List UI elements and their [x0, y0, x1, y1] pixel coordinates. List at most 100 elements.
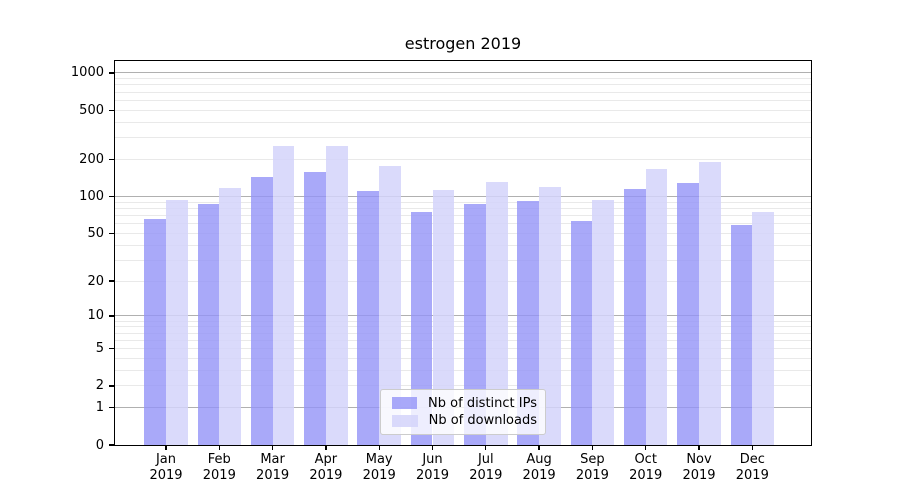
y-tick-mark — [109, 109, 115, 111]
gridline-minor — [115, 78, 811, 80]
bar-distinct-ips — [250, 176, 273, 445]
gridline-minor — [115, 84, 811, 86]
x-tick-label-line: 2019 — [469, 468, 503, 483]
bar-downloads — [699, 162, 721, 445]
x-tick-mark — [325, 445, 327, 450]
legend-swatch-distinct-ips — [392, 397, 418, 410]
legend-label-downloads: Nb of downloads — [428, 413, 537, 429]
x-tick-mark — [485, 445, 487, 450]
x-tick-label: Aug 2019 — [507, 452, 571, 484]
x-tick-label-line: 2019 — [415, 468, 450, 483]
y-tick-mark — [109, 72, 115, 74]
x-tick-label-line: Jun — [422, 452, 443, 467]
gridline-minor — [115, 259, 811, 261]
x-tick-label-line: Jul — [477, 452, 494, 467]
bar-distinct-ips — [197, 203, 220, 445]
x-tick-label-line: 2019 — [682, 468, 716, 483]
gridline-minor — [115, 158, 811, 160]
y-tick-mark — [109, 347, 115, 350]
x-tick-label-line: 2019 — [309, 468, 343, 483]
x-tick-mark — [378, 445, 380, 450]
gridline-minor — [115, 320, 811, 322]
gridline-minor — [115, 332, 811, 334]
x-tick-label: Jan 2019 — [134, 452, 198, 484]
x-tick-mark — [218, 445, 220, 450]
x-tick-label: Jun 2019 — [401, 452, 465, 484]
x-tick-label-line: Mar — [260, 452, 285, 467]
gridline-minor — [115, 137, 811, 139]
y-tick-mark — [109, 280, 115, 282]
bar-downloads — [219, 188, 242, 445]
gridline-minor — [115, 91, 811, 93]
y-tick-label: 1 — [95, 400, 104, 416]
bar-downloads — [592, 199, 615, 445]
gridline-minor — [115, 207, 811, 209]
x-tick-label-line: 2019 — [362, 468, 396, 483]
x-tick-mark — [165, 445, 167, 450]
bar-distinct-ips — [357, 190, 380, 445]
bar-downloads — [325, 146, 348, 445]
gridline-minor — [115, 348, 811, 349]
x-tick-label-line: 2019 — [256, 468, 290, 483]
gridline-minor — [115, 244, 811, 246]
bar-downloads — [166, 199, 188, 445]
gridline-minor — [115, 109, 811, 111]
x-tick-label-line: Aug — [526, 452, 552, 467]
bar-distinct-ips — [144, 219, 166, 445]
gridline-minor — [115, 369, 811, 371]
x-tick-label-line: Oct — [634, 452, 657, 467]
gridline-minor — [115, 121, 811, 123]
gridline-major — [115, 315, 811, 317]
x-tick-label-line: 2019 — [735, 468, 769, 483]
chart-title: estrogen 2019 — [404, 34, 522, 53]
x-tick-label: May 2019 — [347, 452, 411, 484]
bar-distinct-ips — [677, 183, 699, 445]
bar-downloads — [485, 182, 508, 445]
gridline-minor — [115, 223, 811, 225]
y-tick-mark — [109, 385, 115, 387]
x-tick-label-line: 2019 — [202, 468, 236, 483]
x-tick-mark — [645, 445, 647, 450]
gridline-minor — [115, 280, 811, 282]
x-tick-label: Dec 2019 — [720, 452, 784, 484]
y-tick-label: 500 — [79, 102, 104, 118]
x-tick-label-line: Apr — [314, 452, 338, 467]
legend-item-downloads: Nb of downloads — [389, 413, 537, 428]
x-tick-label-line: Sep — [580, 452, 605, 467]
y-tick-label: 10 — [87, 308, 104, 324]
x-tick-mark — [698, 445, 700, 450]
x-tick-label-line: 2019 — [522, 468, 556, 483]
x-tick-mark — [538, 445, 540, 450]
x-tick-label-line: Feb — [207, 452, 231, 467]
bar-downloads — [272, 145, 295, 445]
bar-downloads — [645, 169, 668, 445]
y-tick-label: 50 — [87, 225, 104, 241]
legend-item-distinct-ips: Nb of distinct IPs — [389, 396, 537, 411]
x-tick-mark — [431, 445, 434, 450]
gridline-minor — [115, 357, 811, 359]
legend-swatch-downloads — [392, 414, 418, 427]
bar-distinct-ips — [304, 172, 326, 445]
x-tick-label: Mar 2019 — [241, 452, 305, 484]
bar-distinct-ips — [464, 203, 486, 445]
y-tick-mark — [109, 195, 115, 198]
bar-distinct-ips — [623, 189, 646, 445]
gridline-minor — [115, 339, 811, 341]
y-tick-label: 20 — [87, 273, 104, 289]
y-tick-label: 100 — [79, 188, 104, 204]
y-tick-mark — [109, 158, 115, 161]
x-tick-label-line: 2019 — [149, 468, 183, 483]
gridline-minor — [115, 214, 811, 216]
legend-label-distinct-ips: Nb of distinct IPs — [428, 395, 537, 411]
x-tick-label: Oct 2019 — [614, 452, 678, 484]
bar-downloads — [752, 211, 775, 445]
y-tick-mark — [109, 232, 115, 234]
bar-distinct-ips — [730, 224, 753, 445]
y-tick-mark — [109, 315, 115, 317]
y-tick-label: 5 — [95, 341, 104, 356]
bar-downloads — [379, 165, 401, 445]
x-tick-label: Feb 2019 — [187, 452, 251, 484]
gridline-minor — [115, 385, 811, 387]
x-tick-label: Sep 2019 — [560, 452, 624, 484]
